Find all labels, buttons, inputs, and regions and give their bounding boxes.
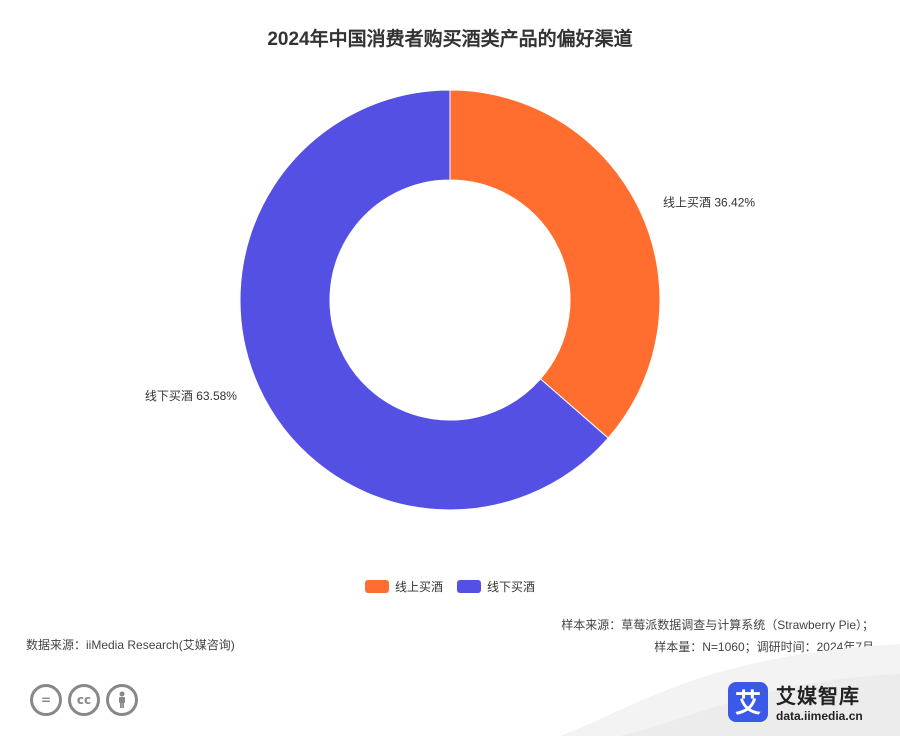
legend: 线上买酒 线下买酒 [0, 578, 900, 595]
legend-label-online: 线上买酒 [394, 580, 443, 594]
legend-item-online[interactable]: 线上买酒 [364, 578, 443, 595]
person-icon [106, 684, 138, 716]
data-source: 数据来源：iiMedia Research(艾媒咨询) [26, 638, 235, 652]
legend-swatch-offline [457, 580, 481, 593]
cc-icon: cc [68, 684, 100, 716]
sample-info: 样本来源：草莓派数据调查与计算系统（Strawberry Pie）； 样本量：N… [561, 614, 874, 658]
legend-swatch-online [364, 580, 389, 593]
equals-icon: = [30, 684, 62, 716]
legend-item-offline[interactable]: 线下买酒 [457, 578, 535, 595]
slice-0[interactable] [449, 89, 661, 439]
license-icons: = cc [30, 684, 138, 716]
sample-source: 样本来源：草莓派数据调查与计算系统（Strawberry Pie）； [561, 618, 874, 632]
slice-label-0: 线上买酒 36.42% [663, 195, 755, 209]
brand: 艾 艾媒智库 data.iimedia.cn [728, 680, 863, 723]
sample-size-date: 样本量：N=1060；调研时间：2024年7月 [654, 640, 874, 654]
slice-1[interactable] [239, 89, 609, 511]
slice-label-1: 线下买酒 63.58% [145, 389, 237, 403]
brand-logo-icon: 艾 [728, 681, 768, 722]
donut-chart: 线上买酒 36.42% 线下买酒 63.58% [145, 89, 755, 511]
chart-title: 2024年中国消费者购买酒类产品的偏好渠道 [267, 29, 633, 50]
legend-label-offline: 线下买酒 [487, 580, 536, 594]
brand-name: 艾媒智库 [776, 686, 860, 708]
brand-url: data.iimedia.cn [776, 709, 863, 723]
